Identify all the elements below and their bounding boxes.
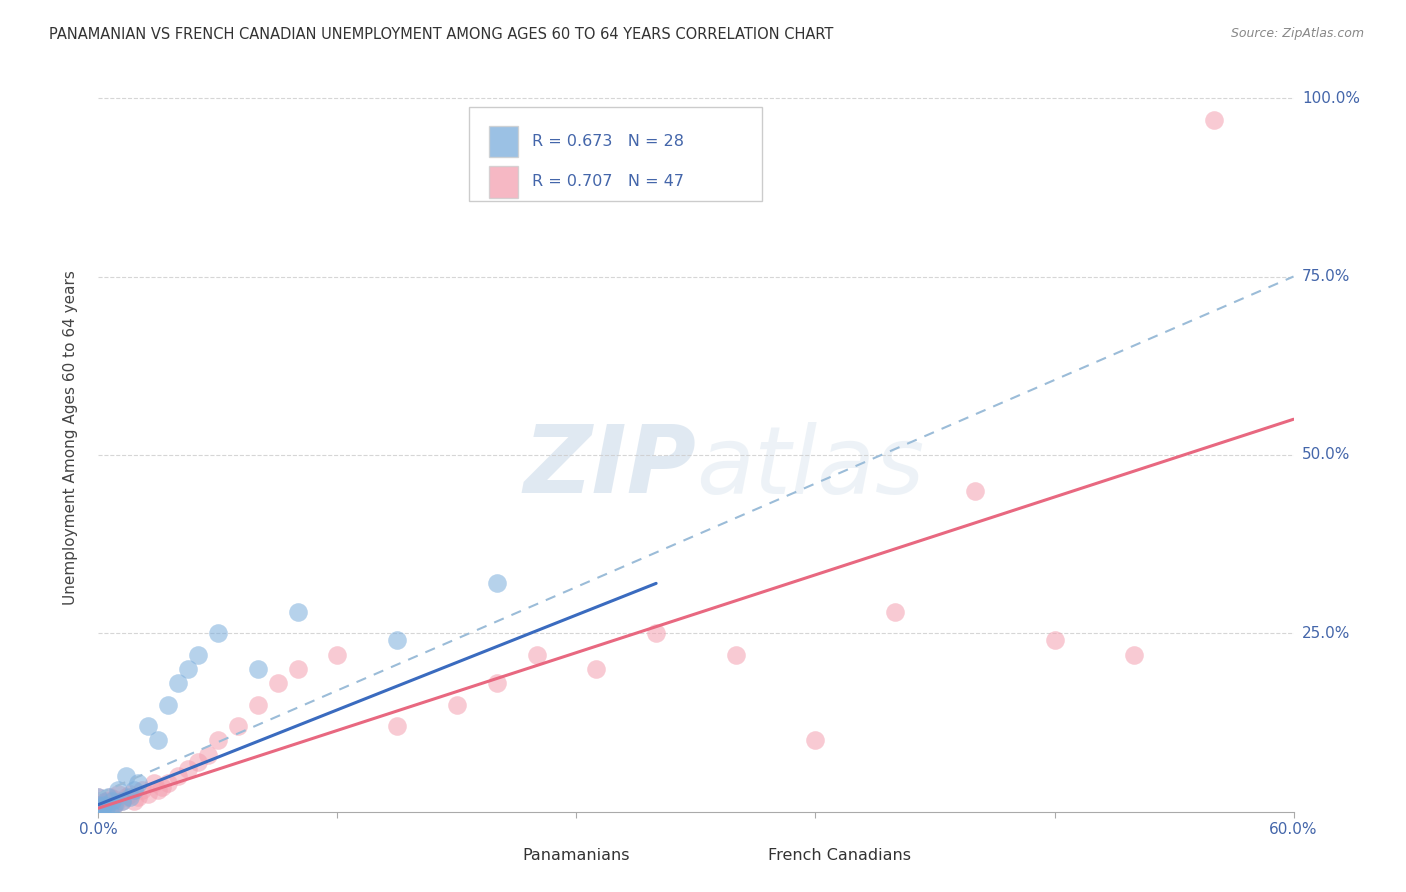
Point: [91, 801, 114, 815]
Point: [884, 605, 907, 619]
FancyBboxPatch shape: [489, 166, 517, 197]
Point: [197, 747, 219, 762]
Point: [148, 733, 170, 747]
Point: [97, 794, 120, 808]
FancyBboxPatch shape: [486, 842, 517, 868]
Text: R = 0.673   N = 28: R = 0.673 N = 28: [533, 134, 685, 149]
Point: [87, 801, 110, 815]
Point: [246, 662, 269, 676]
Point: [724, 648, 747, 662]
Point: [105, 796, 128, 810]
Point: [526, 648, 548, 662]
Text: PANAMANIAN VS FRENCH CANADIAN UNEMPLOYMENT AMONG AGES 60 TO 64 YEARS CORRELATION: PANAMANIAN VS FRENCH CANADIAN UNEMPLOYME…: [49, 27, 834, 42]
Point: [98, 790, 122, 805]
Text: Source: ZipAtlas.com: Source: ZipAtlas.com: [1230, 27, 1364, 40]
Point: [127, 790, 149, 805]
Point: [120, 787, 142, 801]
Point: [385, 719, 409, 733]
Point: [127, 776, 149, 790]
Point: [1123, 648, 1146, 662]
Point: [87, 805, 110, 819]
Y-axis label: Unemployment Among Ages 60 to 64 years: Unemployment Among Ages 60 to 64 years: [63, 269, 77, 605]
Point: [485, 676, 508, 690]
Point: [93, 797, 115, 812]
Point: [91, 805, 114, 819]
Point: [1043, 633, 1066, 648]
Point: [207, 733, 229, 747]
FancyBboxPatch shape: [733, 842, 762, 868]
Point: [87, 790, 110, 805]
Point: [167, 676, 190, 690]
Point: [645, 626, 668, 640]
Point: [485, 576, 508, 591]
Point: [124, 794, 146, 808]
Point: [150, 780, 173, 794]
Point: [97, 790, 120, 805]
Text: French Canadians: French Canadians: [768, 847, 911, 863]
Point: [207, 626, 229, 640]
Point: [103, 792, 125, 806]
Point: [96, 801, 118, 815]
Point: [136, 719, 159, 733]
Text: atlas: atlas: [696, 422, 924, 513]
Point: [107, 787, 129, 801]
Text: 75.0%: 75.0%: [1302, 269, 1350, 284]
Point: [246, 698, 269, 712]
Point: [111, 794, 134, 808]
FancyBboxPatch shape: [470, 107, 762, 201]
Point: [101, 794, 124, 808]
Point: [804, 733, 827, 747]
Point: [167, 769, 190, 783]
Point: [148, 783, 170, 797]
Text: ZIP: ZIP: [523, 421, 696, 513]
Point: [187, 755, 209, 769]
Point: [87, 794, 110, 808]
Point: [963, 483, 986, 498]
Point: [87, 805, 110, 819]
Point: [177, 762, 200, 776]
Point: [111, 794, 134, 808]
Point: [157, 698, 180, 712]
Point: [98, 805, 122, 819]
Text: 100.0%: 100.0%: [1302, 91, 1360, 105]
Point: [131, 783, 153, 797]
Point: [157, 776, 180, 790]
Point: [226, 719, 249, 733]
Text: 50.0%: 50.0%: [1302, 448, 1350, 462]
Point: [107, 783, 129, 797]
Point: [87, 797, 110, 812]
Point: [124, 783, 146, 797]
Point: [446, 698, 468, 712]
Point: [87, 797, 110, 812]
Point: [115, 769, 138, 783]
Point: [136, 787, 159, 801]
Point: [187, 648, 209, 662]
Point: [115, 790, 138, 805]
Point: [177, 662, 200, 676]
Point: [93, 797, 115, 812]
Point: [96, 799, 118, 814]
Point: [101, 801, 124, 815]
Text: R = 0.707   N = 47: R = 0.707 N = 47: [533, 174, 685, 189]
Point: [287, 662, 309, 676]
Point: [103, 797, 125, 812]
Point: [385, 633, 409, 648]
Point: [1202, 112, 1225, 127]
Point: [326, 648, 349, 662]
Point: [287, 605, 309, 619]
Point: [267, 676, 290, 690]
Point: [143, 776, 166, 790]
Point: [120, 790, 142, 805]
Point: [87, 790, 110, 805]
FancyBboxPatch shape: [489, 126, 517, 157]
Point: [585, 662, 607, 676]
Text: 25.0%: 25.0%: [1302, 626, 1350, 640]
Text: Panamanians: Panamanians: [523, 847, 630, 863]
